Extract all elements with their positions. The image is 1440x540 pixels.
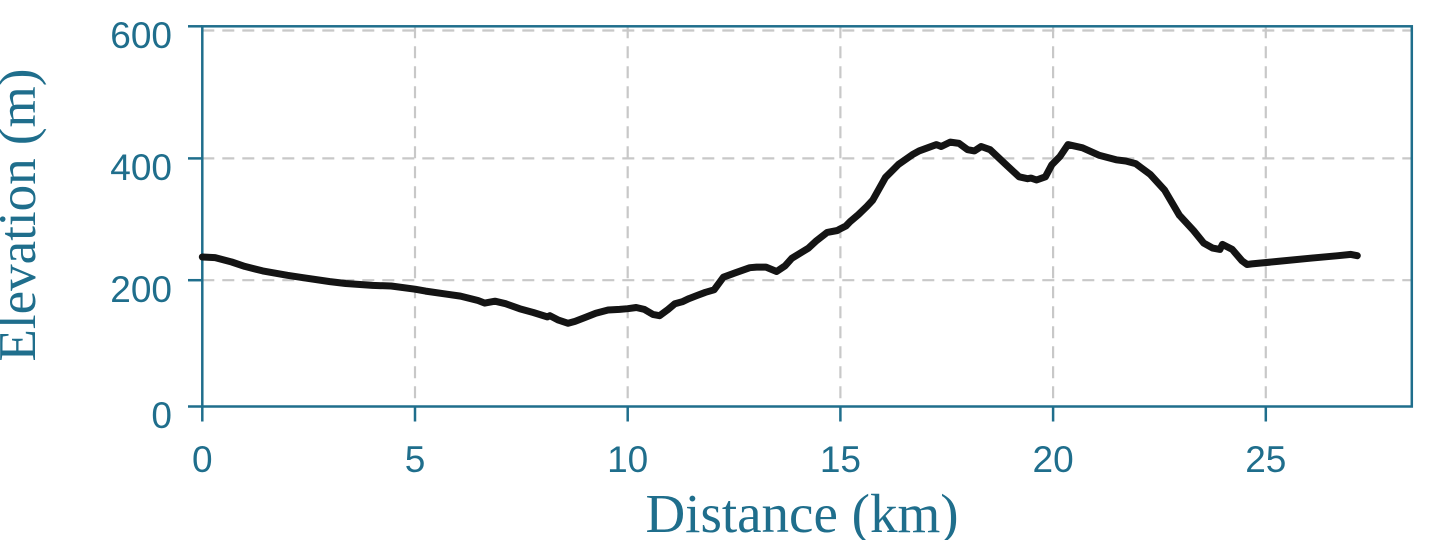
svg-text:Elevation (m): Elevation (m): [0, 69, 47, 362]
svg-text:20: 20: [1033, 439, 1074, 480]
svg-text:5: 5: [405, 439, 426, 480]
svg-text:200: 200: [110, 269, 172, 310]
svg-text:0: 0: [192, 439, 213, 480]
svg-text:0: 0: [151, 395, 172, 436]
svg-text:10: 10: [607, 439, 648, 480]
svg-text:600: 600: [110, 15, 172, 56]
svg-text:400: 400: [110, 147, 172, 188]
svg-text:25: 25: [1245, 439, 1286, 480]
svg-text:Distance (km): Distance (km): [645, 483, 958, 540]
svg-text:15: 15: [820, 439, 861, 480]
